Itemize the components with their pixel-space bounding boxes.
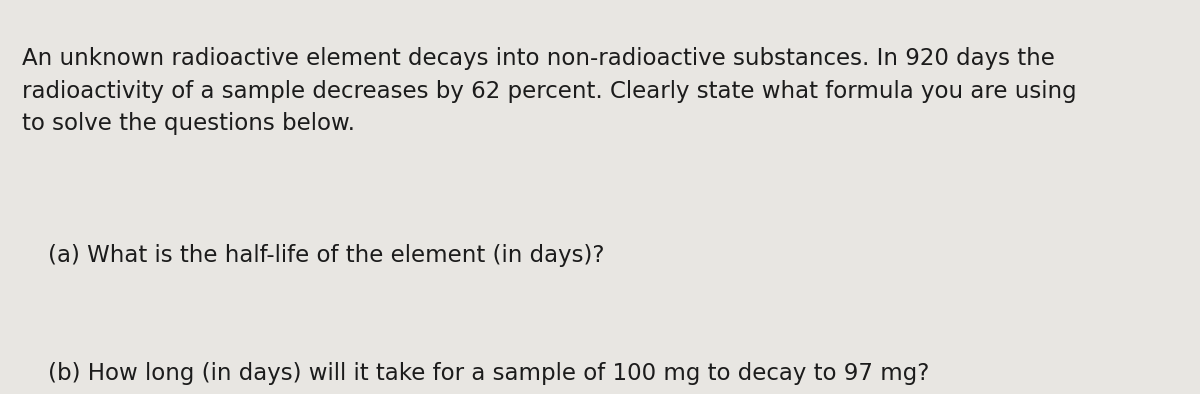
Text: radioactivity of a sample decreases by 62 percent. Clearly state what formula yo: radioactivity of a sample decreases by 6…: [22, 80, 1076, 102]
Text: An unknown radioactive element decays into non-radioactive substances. In 920 da: An unknown radioactive element decays in…: [22, 47, 1055, 70]
Text: (b) How long (in days) will it take for a sample of 100 mg to decay to 97 mg?: (b) How long (in days) will it take for …: [48, 362, 929, 385]
Text: to solve the questions below.: to solve the questions below.: [22, 112, 355, 135]
Text: (a) What is the half-life of the element (in days)?: (a) What is the half-life of the element…: [48, 244, 605, 267]
